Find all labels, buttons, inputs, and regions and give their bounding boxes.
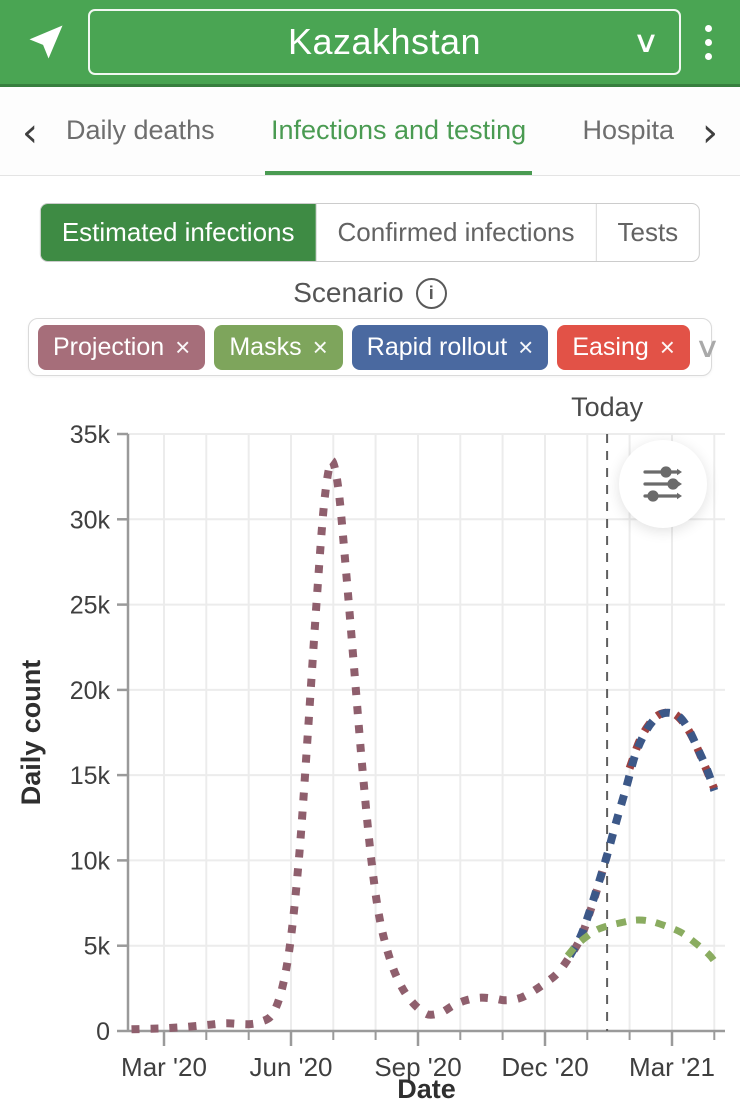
locate-arrow-icon[interactable] — [24, 20, 68, 64]
series-projection — [131, 456, 611, 1034]
svg-text:5k: 5k — [84, 933, 111, 961]
chip-easing[interactable]: Easing × — [557, 324, 690, 370]
svg-text:30k: 30k — [70, 506, 111, 534]
chip-remove-icon[interactable]: × — [312, 332, 328, 362]
svg-text:Mar '21: Mar '21 — [629, 1052, 715, 1082]
svg-text:Jun '20: Jun '20 — [249, 1052, 332, 1082]
svg-text:0: 0 — [96, 1018, 110, 1046]
sliders-icon — [643, 466, 682, 502]
chip-label: Projection — [53, 332, 165, 361]
svg-text:Mar '20: Mar '20 — [121, 1052, 207, 1082]
tab-bar: ‹ Daily deaths Infections and testing Ho… — [0, 90, 740, 176]
info-icon[interactable]: i — [415, 277, 447, 309]
tab-daily-deaths[interactable]: Daily deaths — [66, 115, 215, 145]
scenario-row: Scenario i — [0, 277, 740, 309]
scenario-chips-bar[interactable]: Projection × Masks × Rapid rollout × Eas… — [28, 318, 721, 376]
toggle-tests[interactable]: Tests — [595, 204, 699, 261]
svg-text:20k: 20k — [70, 677, 111, 705]
chip-remove-icon[interactable]: × — [175, 332, 191, 362]
chip-label: Rapid rollout — [366, 332, 508, 361]
metric-toggle: Estimated infections Confirmed infection… — [39, 203, 701, 262]
kebab-menu-icon[interactable] — [699, 19, 718, 66]
chip-label: Masks — [229, 332, 302, 361]
svg-text:15k: 15k — [70, 762, 111, 790]
svg-text:Sep '20: Sep '20 — [374, 1052, 461, 1082]
svg-text:Dec '20: Dec '20 — [501, 1052, 588, 1082]
scenario-label: Scenario — [293, 277, 404, 308]
today-label: Today — [571, 392, 644, 422]
tabs: Daily deaths Infections and testing Hosp… — [60, 90, 680, 175]
chip-remove-icon[interactable]: × — [659, 332, 675, 362]
svg-text:25k: 25k — [70, 592, 111, 620]
series-rapid-rollout — [561, 708, 719, 967]
chip-rapid-rollout[interactable]: Rapid rollout × — [351, 324, 549, 370]
chip-remove-icon[interactable]: × — [518, 332, 534, 362]
x-axis-title: Date — [397, 1074, 456, 1104]
tabs-next-button[interactable]: › — [702, 109, 718, 156]
tabs-prev-button[interactable]: ‹ — [22, 109, 38, 156]
svg-text:35k: 35k — [70, 421, 111, 449]
infections-chart: 0 5k 10k 15k 20k 25k 30k 35k Mar '20 Jun '20 Sep '… — [16, 392, 725, 1104]
svg-text:10k: 10k — [70, 847, 111, 875]
toggle-estimated-infections[interactable]: Estimated infections — [40, 204, 316, 261]
chevron-down-icon[interactable]: ∨ — [694, 331, 721, 363]
country-selector[interactable]: Kazakhstan ∨ — [88, 9, 681, 75]
chevron-down-icon: ∨ — [632, 25, 660, 59]
tab-infections-and-testing[interactable]: Infections and testing — [264, 90, 533, 175]
series-masks — [564, 916, 718, 964]
chart-options-button[interactable] — [619, 440, 707, 528]
app-header: Kazakhstan ∨ — [0, 0, 740, 87]
chip-masks[interactable]: Masks × — [214, 324, 343, 370]
country-name: Kazakhstan — [287, 21, 482, 62]
tab-hospital[interactable]: Hospita — [582, 115, 674, 145]
toggle-confirmed-infections[interactable]: Confirmed infections — [315, 204, 595, 261]
chip-projection[interactable]: Projection × — [38, 324, 206, 370]
y-axis-title: Daily count — [16, 660, 46, 806]
chip-label: Easing — [572, 332, 649, 361]
